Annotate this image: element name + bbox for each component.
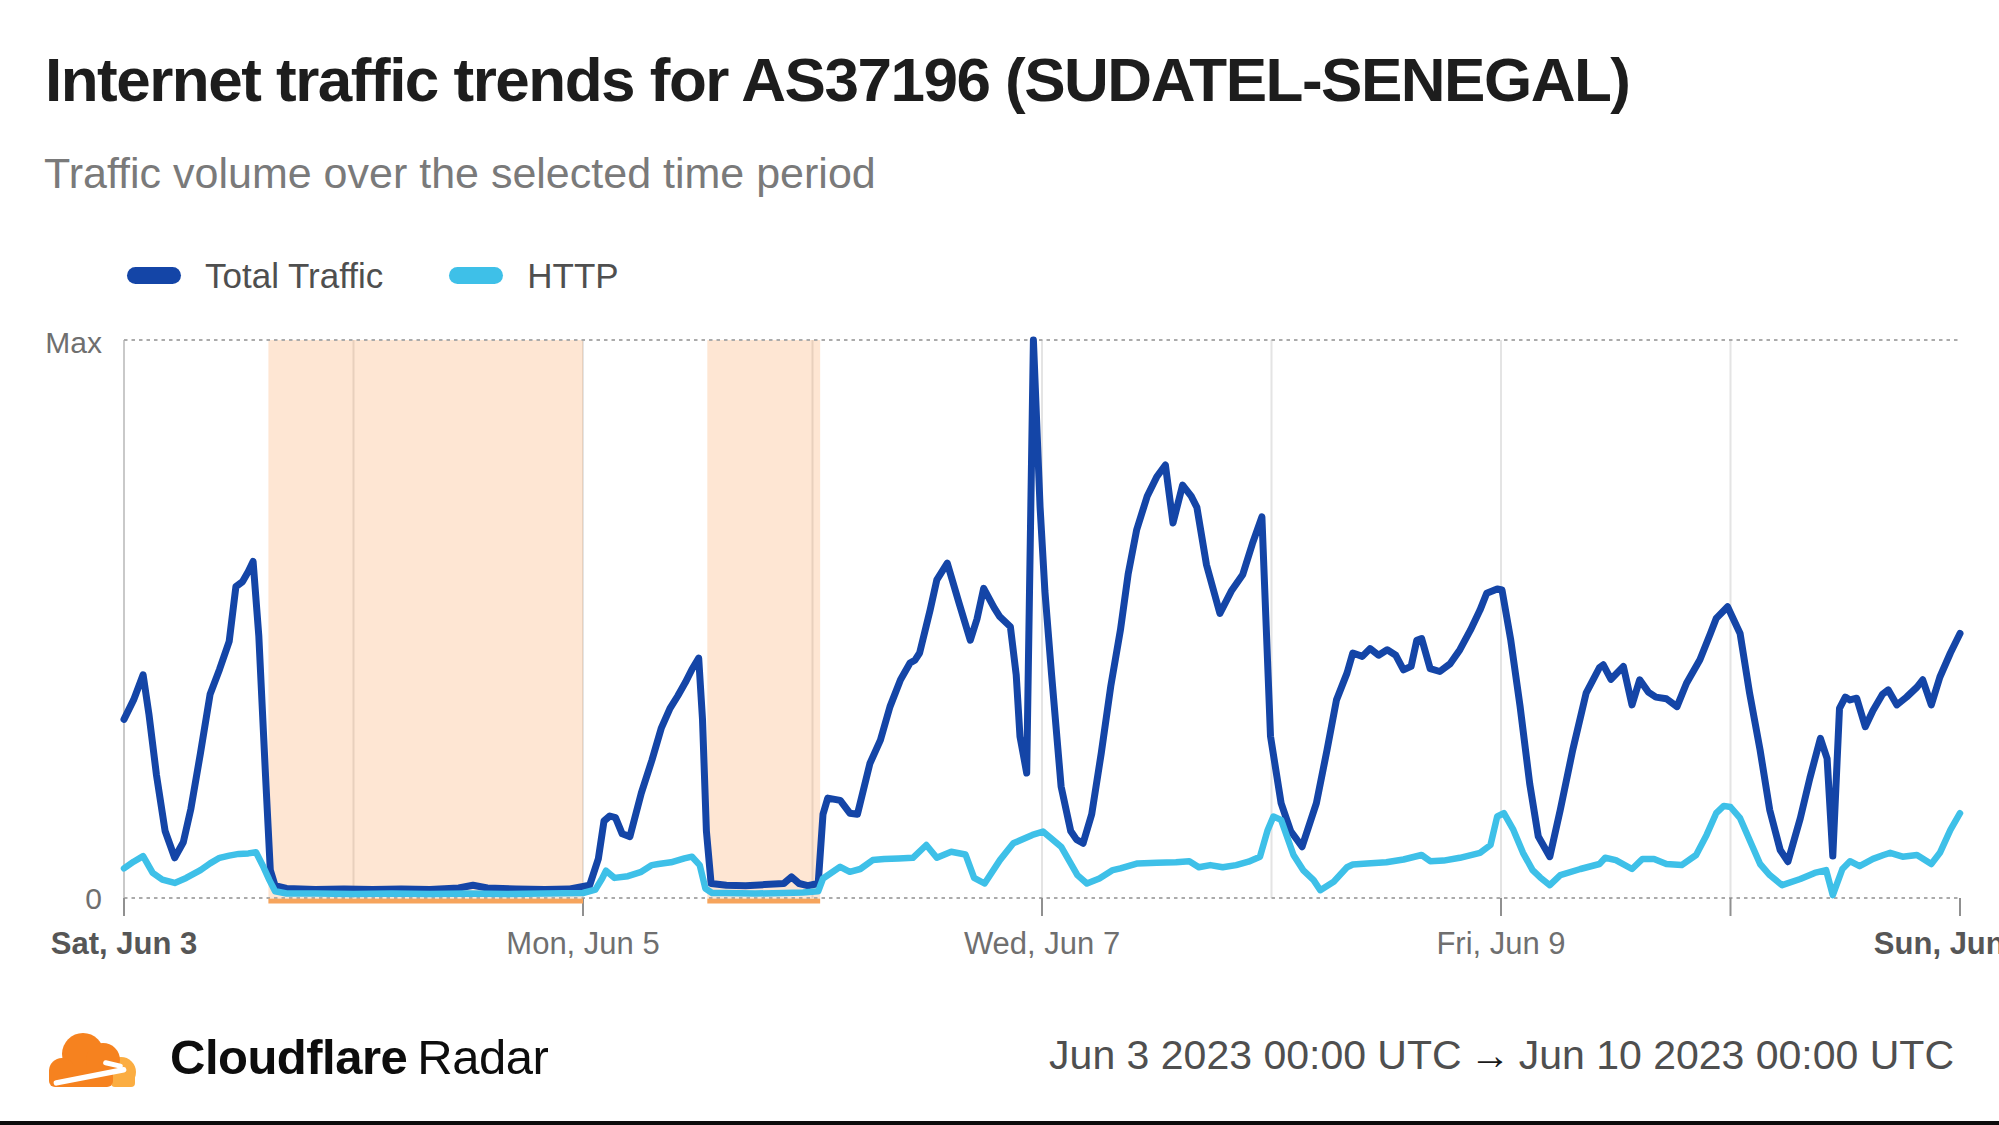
outage-underline (268, 899, 583, 904)
brand-product: Radar (417, 1030, 548, 1084)
date-range-end: Jun 10 2023 00:00 UTC (1519, 1032, 1954, 1078)
brand-name: Cloudflare (170, 1030, 407, 1084)
outage-underline (707, 899, 820, 904)
date-range: Jun 3 2023 00:00 UTC→Jun 10 2023 00:00 U… (1049, 1032, 1954, 1079)
x-axis-label: Wed, Jun 7 (842, 926, 1242, 962)
x-axis-label: Fri, Jun 9 (1301, 926, 1701, 962)
arrow-right-icon: → (1462, 1032, 1519, 1078)
x-axis-label: Sat, Jun 3 (0, 926, 324, 962)
brand-wordmark[interactable]: CloudflareRadar (170, 1029, 548, 1085)
date-range-start: Jun 3 2023 00:00 UTC (1049, 1032, 1462, 1078)
anomaly-band (268, 340, 583, 898)
anomaly-band (707, 340, 820, 898)
cloudflare-logo-icon[interactable] (45, 1026, 147, 1094)
x-axis-label: Sun, Jun 11 (1760, 926, 1999, 962)
x-axis-label: Mon, Jun 5 (383, 926, 783, 962)
bottom-border (0, 1121, 1999, 1125)
